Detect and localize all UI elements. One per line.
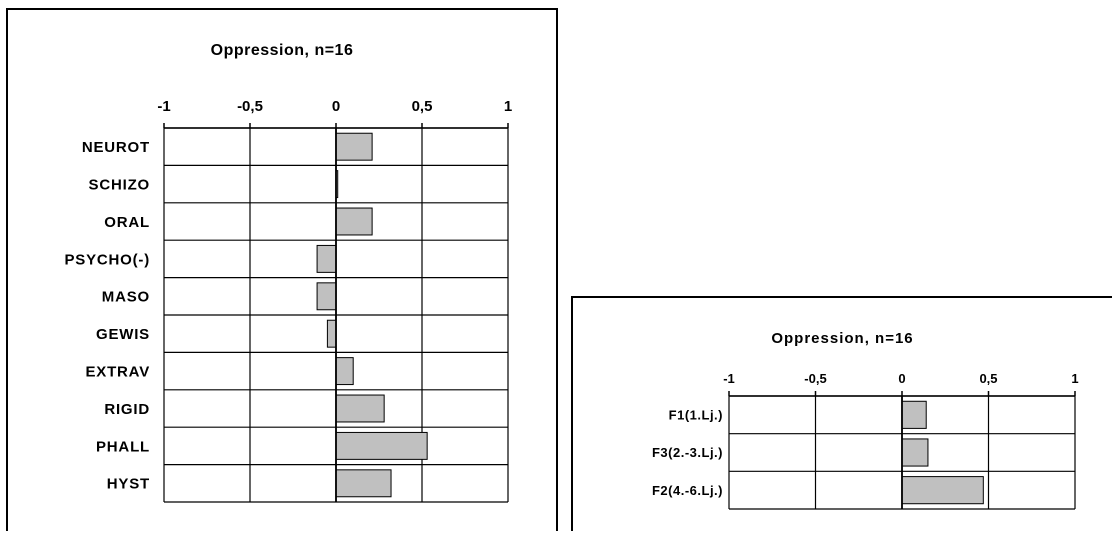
category-label: EXTRAV [85, 364, 150, 381]
bar [335, 207, 373, 236]
bar [335, 431, 428, 460]
x-tick-label: 0,5 [412, 98, 433, 115]
bar [316, 244, 337, 273]
x-tick-label: -0,5 [804, 371, 826, 386]
bar [326, 319, 337, 348]
bar [901, 438, 929, 467]
category-label: GEWIS [96, 326, 150, 343]
x-tick-label: 1 [504, 98, 512, 115]
bar [335, 394, 385, 423]
bar [901, 476, 984, 505]
bar [335, 357, 354, 386]
chart-title: Oppression, n=16 [210, 42, 354, 59]
category-label: RIGID [104, 401, 150, 418]
category-label: PHALL [96, 438, 150, 455]
x-tick-label: 1 [1071, 371, 1078, 386]
category-label: ORAL [104, 214, 150, 231]
bar [316, 282, 337, 311]
category-label: MASO [102, 289, 150, 306]
x-tick-label: -1 [157, 98, 170, 115]
bar [335, 132, 373, 161]
chart-plot-2: -1 -0,5 0 0,5 1 F1(1.Lj.) F3(2.-3.Lj.) F2(4.-6.… [652, 371, 1079, 510]
x-tick-label: 0,5 [979, 371, 997, 386]
category-label: F2(4.-6.Lj.) [652, 483, 723, 498]
category-label: F3(2.-3.Lj.) [652, 445, 723, 460]
x-tick-label: 0 [898, 371, 905, 386]
category-label: F1(1.Lj.) [669, 408, 723, 423]
x-tick-label: -1 [723, 371, 735, 386]
chart-title: Oppression, n=16 [771, 330, 914, 347]
bar [335, 469, 392, 498]
x-tick-label: -0,5 [237, 98, 263, 115]
category-label: PSYCHO(-) [64, 251, 150, 268]
chart-panel-2: Oppression, n=16 -1 -0,5 0 0,5 1 F1(1.Lj.) F3(… [571, 296, 1112, 531]
chart-panel-1: Oppression, n=16 -1 -0,5 0 0,5 1 NEUROT SCHIZO… [6, 8, 558, 531]
category-label: NEUROT [82, 139, 150, 156]
category-label: HYST [107, 476, 150, 493]
x-tick-label: 0 [332, 98, 340, 115]
category-label: SCHIZO [89, 177, 150, 194]
bar [901, 400, 927, 429]
chart-plot-1: -1 -0,5 0 0,5 1 NEUROT SCHIZO ORAL PSYCHO(-) MASO… [64, 98, 512, 503]
